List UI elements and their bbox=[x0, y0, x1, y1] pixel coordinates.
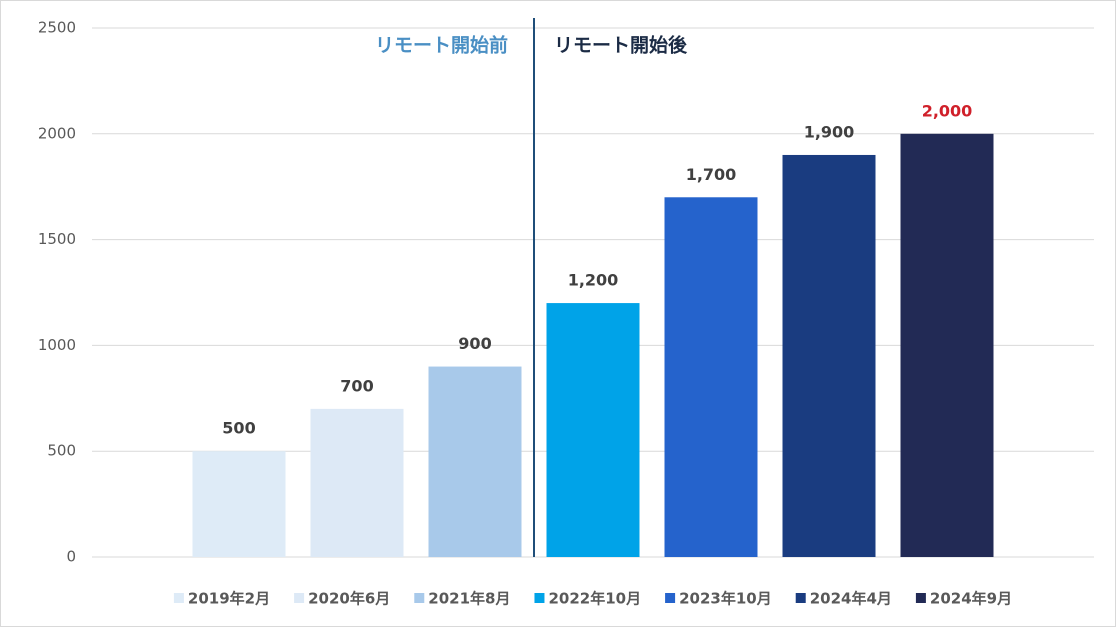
value-label: 2,000 bbox=[922, 101, 973, 120]
legend-swatch bbox=[795, 593, 806, 603]
y-tick-label: 500 bbox=[47, 442, 76, 460]
legend-label: 2024年4月 bbox=[810, 590, 892, 608]
bar bbox=[782, 154, 876, 557]
y-tick-label: 1500 bbox=[38, 230, 76, 248]
annotation: リモート開始前 bbox=[375, 34, 508, 57]
value-label: 700 bbox=[340, 376, 373, 395]
bar bbox=[192, 451, 286, 557]
y-tick-label: 2000 bbox=[38, 124, 76, 142]
y-tick-label: 2500 bbox=[38, 19, 76, 37]
legend-label: 2023年10月 bbox=[679, 590, 772, 608]
y-tick-label: 0 bbox=[66, 548, 76, 566]
legend-label: 2020年6月 bbox=[308, 590, 390, 608]
bar bbox=[664, 197, 758, 557]
y-tick-label: 1000 bbox=[38, 336, 76, 354]
legend-label: 2021年8月 bbox=[428, 590, 510, 608]
legend-swatch bbox=[534, 593, 545, 603]
value-label: 1,900 bbox=[804, 122, 855, 141]
value-label: 1,200 bbox=[568, 271, 619, 290]
legend-swatch bbox=[665, 593, 676, 603]
value-label: 1,700 bbox=[686, 165, 737, 184]
legend-swatch bbox=[294, 593, 305, 603]
value-label: 900 bbox=[458, 334, 491, 353]
bar bbox=[546, 303, 640, 557]
legend-label: 2024年9月 bbox=[930, 590, 1012, 608]
annotation-bg bbox=[368, 29, 514, 61]
bar bbox=[428, 366, 522, 557]
bar bbox=[310, 408, 404, 557]
bar bbox=[900, 133, 994, 558]
legend-swatch bbox=[414, 593, 425, 603]
legend-label: 2022年10月 bbox=[548, 590, 641, 608]
legend-swatch bbox=[915, 593, 926, 603]
annotation-bg bbox=[548, 29, 695, 61]
annotation: リモート開始後 bbox=[554, 34, 688, 57]
value-label: 500 bbox=[222, 419, 255, 438]
legend-swatch bbox=[173, 593, 184, 603]
legend-label: 2019年2月 bbox=[188, 590, 270, 608]
